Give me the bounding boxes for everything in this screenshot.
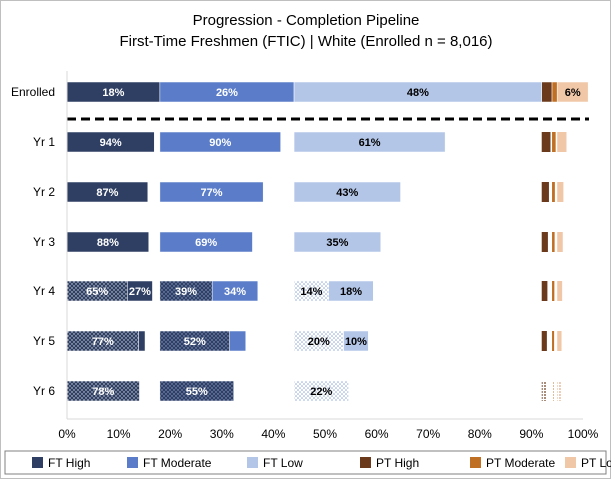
label-yr-6-ft-moderate-graduated: 55% [186,386,208,398]
label-yr-3-ft-moderate-retained: 69% [195,237,217,249]
bar-yr-6-ft-low-graduated [293,380,349,402]
bar-yr-3-pt-moderate-retained [552,232,555,252]
label-yr-5-ft-low-graduated: 20% [308,336,330,348]
bar-yr-1-ft-low-retained [293,131,446,153]
bar-yr-1-pt-low-retained [557,132,567,152]
label-enrolled-ft-low: 48% [407,87,429,99]
category-label-yr-4: Yr 4 [33,284,55,298]
legend-swatch-ft-low [247,457,258,468]
bar-yr-3-ft-low-retained [293,231,381,253]
label-yr-1-ft-high-retained: 94% [100,137,122,149]
label-yr-1-ft-low-retained: 61% [359,137,381,149]
bar-enrolled-pt-high [541,81,553,103]
bar-yr-6-pt-high-graduated [541,381,547,401]
bar-yr-6-ft-moderate-graduated [159,380,234,402]
legend-label-ft-low: FT Low [263,456,303,470]
bar-yr-5-pt-high-retained [541,331,547,351]
x-tick-label: 10% [107,427,131,441]
x-tick-label: 80% [468,427,492,441]
legend-swatch-ft-high [32,457,43,468]
label-yr-3-ft-high-retained: 88% [97,237,119,249]
bars-group: 18% 26% 48% 6% 94% 90% 61% 87% 77% 43% 88% 69% 35% 65… [66,81,589,402]
chart-title: Progression - Completion Pipeline [193,12,420,29]
category-label-yr-2: Yr 2 [33,185,55,199]
legend-label-ft-moderate: FT Moderate [143,456,212,470]
label-enrolled-ft-high: 18% [102,87,124,99]
x-tick-label: 60% [365,427,389,441]
label-yr-3-ft-low-retained: 35% [326,237,348,249]
category-label-yr-3: Yr 3 [33,235,55,249]
label-yr-4-ft-low-graduated: 14% [300,286,322,298]
bar-yr-1-pt-high-retained [541,132,551,152]
legend-label-pt-low: PT Low [581,456,611,470]
label-yr-6-ft-low-graduated: 22% [310,386,332,398]
legend-swatch-pt-moderate [470,457,481,468]
legend-box [4,450,607,475]
bar-yr-3-pt-high-retained [541,232,548,252]
bar-yr-1-pt-moderate-retained [552,132,556,152]
bar-yr-5-ft-high-retained [138,330,146,352]
bar-yr-4-ft-moderate-retained [211,280,259,302]
bar-yr-3-ft-moderate-retained [159,231,253,253]
x-tick-label: 90% [519,427,543,441]
label-yr-1-ft-moderate-retained: 90% [209,137,231,149]
label-yr-5-ft-high-graduated: 77% [92,336,114,348]
bar-yr-5-pt-low-retained [557,331,562,351]
legend-label-pt-moderate: PT Moderate [486,456,555,470]
bar-enrolled-pt-moderate [551,81,558,103]
label-yr-4-ft-moderate-retained: 34% [224,286,246,298]
bar-yr-5-pt-moderate-retained [552,331,555,351]
bar-yr-4-pt-low-retained [557,281,563,301]
x-tick-label: 30% [210,427,234,441]
bar-yr-6-pt-low-graduated [557,381,561,401]
x-axis: Enrolled Yr 1 Yr 2 Yr 3 Yr 4 Yr 5 Yr 6 0% 10% 20%… [11,71,599,441]
label-yr-4-ft-high-graduated: 65% [86,286,108,298]
label-yr-4-ft-high-retained: 27% [129,286,151,298]
bar-yr-1-ft-moderate-retained [159,131,281,153]
label-yr-2-ft-low-retained: 43% [336,187,358,199]
bar-yr-5-ft-low-retained [343,330,369,352]
legend-label-pt-high: PT High [376,456,419,470]
legend-swatch-pt-high [360,457,371,468]
bar-yr-5-ft-moderate-retained [229,330,246,352]
category-label-yr-5: Yr 5 [33,334,55,348]
bar-yr-2-pt-high-retained [541,182,549,202]
bar-yr-2-pt-low-retained [557,182,564,202]
x-tick-label: 0% [58,427,76,441]
label-yr-2-ft-high-retained: 87% [96,187,118,199]
category-label-yr-6: Yr 6 [33,384,55,398]
x-tick-label: 70% [416,427,440,441]
bar-yr-4-ft-high-retained [127,280,153,302]
bar-yr-3-pt-low-retained [557,232,563,252]
bar-yr-2-ft-low-retained [293,181,401,203]
x-tick-label: 40% [261,427,285,441]
label-enrolled-pt-low: 6% [565,87,581,99]
x-tick-label: 50% [313,427,337,441]
chart-subtitle: First-Time Freshmen (FTIC) | White (Enro… [119,33,492,50]
bar-enrolled-pt-low [556,81,589,103]
bar-yr-2-pt-moderate-retained [552,182,555,202]
label-yr-2-ft-moderate-retained: 77% [201,187,223,199]
legend-swatch-ft-moderate [127,457,138,468]
bar-yr-2-ft-moderate-retained [159,181,264,203]
bar-yr-6-pt-moderate-graduated [552,381,554,401]
label-yr-6-ft-high-graduated: 78% [92,386,114,398]
legend: FT High FT Moderate FT Low PT High PT Modera… [32,456,611,470]
bar-yr-4-ft-low-retained [328,280,374,302]
label-yr-4-ft-moderate-graduated: 39% [175,286,197,298]
legend-swatch-pt-low [565,457,576,468]
label-yr-4-ft-low-retained: 18% [340,286,362,298]
x-tick-label: 20% [158,427,182,441]
category-label-enrolled: Enrolled [11,85,55,99]
x-tick-label: 100% [568,427,599,441]
label-yr-5-ft-moderate-graduated: 52% [184,336,206,348]
category-label-yr-1: Yr 1 [33,135,55,149]
label-yr-5-ft-low-retained: 10% [345,336,367,348]
label-enrolled-ft-moderate: 26% [216,87,238,99]
legend-label-ft-high: FT High [48,456,90,470]
bar-yr-4-pt-moderate-retained [552,281,555,301]
bar-yr-4-pt-high-retained [541,281,548,301]
